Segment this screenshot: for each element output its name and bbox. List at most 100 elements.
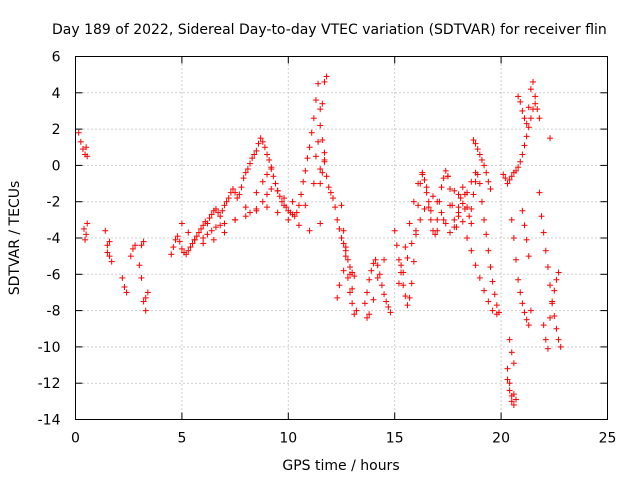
- data-point: [347, 289, 354, 296]
- data-point: [229, 185, 236, 192]
- data-point: [521, 142, 528, 149]
- data-point: [555, 336, 562, 343]
- data-point: [506, 380, 513, 387]
- data-point: [364, 314, 371, 321]
- data-point: [268, 185, 275, 192]
- data-point: [82, 236, 89, 243]
- data-point: [481, 216, 488, 223]
- data-point: [191, 236, 198, 243]
- data-point: [315, 80, 322, 87]
- data-point: [83, 144, 90, 151]
- data-point: [525, 104, 532, 111]
- data-point: [525, 124, 532, 131]
- data-point: [308, 129, 315, 136]
- data-point: [302, 202, 309, 209]
- data-point: [474, 146, 481, 153]
- data-point: [178, 220, 185, 227]
- data-point: [276, 193, 283, 200]
- data-point: [400, 282, 407, 289]
- data-point: [310, 115, 317, 122]
- data-point: [351, 273, 358, 280]
- data-point: [451, 187, 458, 194]
- data-point: [268, 166, 275, 173]
- data-point: [251, 151, 258, 158]
- data-point: [387, 309, 394, 316]
- data-point: [430, 193, 437, 200]
- data-point: [523, 236, 530, 243]
- data-point: [404, 254, 411, 261]
- data-point: [551, 313, 558, 320]
- data-point: [81, 225, 88, 232]
- data-point: [193, 233, 200, 240]
- data-point: [551, 287, 558, 294]
- data-point: [108, 258, 115, 265]
- data-point: [317, 106, 324, 113]
- data-point: [185, 247, 192, 254]
- data-point: [515, 93, 522, 100]
- data-point: [540, 229, 547, 236]
- data-point: [119, 274, 126, 281]
- data-point: [481, 287, 488, 294]
- data-point: [412, 227, 419, 234]
- x-tick-label: 15: [386, 431, 404, 447]
- data-point: [329, 195, 336, 202]
- data-point: [353, 307, 360, 314]
- data-point: [493, 311, 500, 318]
- data-point: [312, 97, 319, 104]
- data-point: [510, 401, 517, 408]
- data-point: [510, 360, 517, 367]
- data-point: [447, 185, 454, 192]
- data-point: [476, 151, 483, 158]
- data-point: [138, 242, 145, 249]
- data-point: [272, 180, 279, 187]
- data-point: [415, 180, 422, 187]
- data-points: [75, 73, 564, 408]
- data-point: [536, 115, 543, 122]
- data-point: [470, 136, 477, 143]
- data-point: [468, 205, 475, 212]
- data-point: [293, 209, 300, 216]
- data-point: [336, 225, 343, 232]
- data-point: [306, 144, 313, 151]
- data-point: [502, 175, 509, 182]
- data-point: [542, 336, 549, 343]
- data-point: [470, 191, 477, 198]
- data-point: [512, 396, 519, 403]
- data-point: [406, 220, 413, 227]
- data-point: [525, 253, 532, 260]
- data-point: [423, 184, 430, 191]
- data-point: [395, 256, 402, 263]
- data-point: [332, 204, 339, 211]
- data-point: [321, 78, 328, 85]
- data-point: [189, 240, 196, 247]
- x-tick-label: 20: [492, 431, 510, 447]
- data-point: [504, 180, 511, 187]
- data-point: [200, 235, 207, 241]
- data-point: [500, 171, 507, 178]
- data-point: [408, 280, 415, 287]
- data-point: [259, 138, 266, 145]
- data-point: [223, 198, 230, 205]
- data-point: [408, 240, 415, 247]
- data-point: [457, 195, 464, 202]
- data-point: [285, 216, 292, 223]
- data-point: [83, 231, 90, 238]
- data-point: [485, 247, 492, 254]
- data-point: [519, 300, 526, 307]
- data-point: [391, 227, 398, 234]
- data-point: [487, 264, 494, 271]
- data-point: [255, 140, 262, 147]
- data-point: [170, 244, 177, 251]
- data-point: [459, 200, 466, 207]
- data-point: [208, 211, 215, 218]
- data-point: [270, 173, 277, 180]
- data-point: [455, 213, 462, 220]
- y-axis-label: SDTVAR / TECUs: [7, 181, 23, 296]
- data-point: [291, 213, 298, 220]
- data-point: [527, 86, 534, 93]
- data-point: [84, 220, 91, 227]
- data-point: [459, 184, 466, 191]
- data-point: [283, 204, 290, 211]
- data-point: [195, 229, 202, 236]
